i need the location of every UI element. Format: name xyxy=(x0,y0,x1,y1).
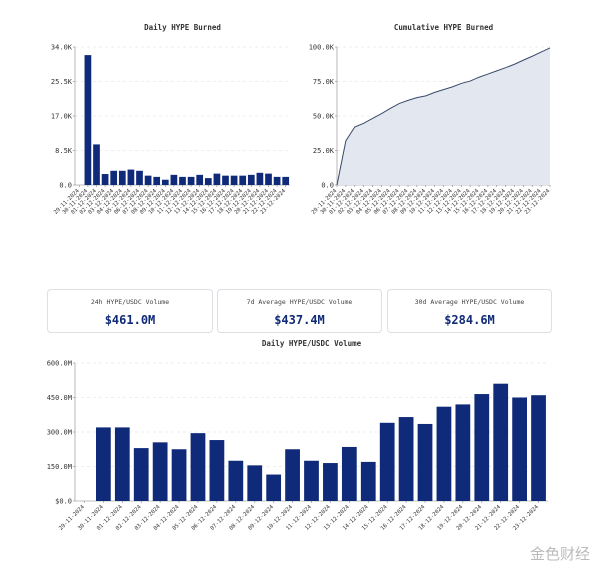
y-tick-label: 300.0M xyxy=(47,429,72,437)
bar xyxy=(136,170,143,185)
y-tick-label: 25.5K xyxy=(51,78,73,86)
bar xyxy=(455,404,471,501)
bar xyxy=(273,176,281,185)
bar xyxy=(266,474,282,501)
bar xyxy=(417,423,433,501)
stat-card: 30d Average HYPE/USDC Volume $284.6M xyxy=(387,289,552,333)
bar xyxy=(127,169,135,185)
bar xyxy=(101,174,109,185)
bar xyxy=(304,460,319,501)
y-tick-label: 0.0 xyxy=(59,182,72,190)
bar xyxy=(512,397,527,501)
bar xyxy=(360,461,376,501)
bar xyxy=(323,463,338,501)
bar xyxy=(379,422,395,501)
y-tick-label: 50.0K xyxy=(313,113,335,121)
bar xyxy=(230,175,238,185)
y-tick-label: 25.0K xyxy=(313,147,335,155)
bar xyxy=(110,170,118,185)
bar xyxy=(228,460,244,501)
y-tick-label: $0.0 xyxy=(55,498,72,506)
y-tick-label: 150.0M xyxy=(47,463,72,471)
y-tick-label: 100.0K xyxy=(309,44,335,52)
bar xyxy=(133,448,149,501)
y-tick-label: 34.0K xyxy=(51,44,73,52)
bar xyxy=(247,174,255,185)
y-tick-label: 600.0M xyxy=(47,360,72,368)
line xyxy=(336,47,551,186)
bar xyxy=(161,179,169,185)
stat-label: 24h HYPE/USDC Volume xyxy=(90,298,170,306)
chart-title: Cumulative HYPE Burned xyxy=(394,23,493,32)
stat-value: $284.6M xyxy=(444,313,495,327)
bar xyxy=(84,55,92,185)
bar xyxy=(190,433,206,501)
bar xyxy=(152,442,168,501)
bar xyxy=(144,175,152,185)
y-tick-label: 17.0K xyxy=(51,113,73,121)
bar xyxy=(341,446,357,501)
bar xyxy=(179,176,186,185)
chart-title: Daily HYPE Burned xyxy=(144,23,221,32)
y-tick-label: 0.0 xyxy=(321,182,334,190)
bar xyxy=(282,176,290,185)
stat-label: 30d Average HYPE/USDC Volume xyxy=(414,298,525,306)
bar xyxy=(531,395,546,501)
watermark: 金色财经 xyxy=(529,545,590,563)
stat-value: $461.0M xyxy=(104,313,156,327)
bar xyxy=(436,406,452,501)
stat-card: 7d Average HYPE/USDC Volume $437.4M xyxy=(217,289,382,333)
bar xyxy=(213,173,221,185)
bar xyxy=(204,178,212,185)
bar xyxy=(196,174,204,185)
bar xyxy=(398,417,414,501)
stat-card: 24h HYPE/USDC Volume $461.0M xyxy=(47,289,213,333)
y-tick-label: 450.0M xyxy=(47,394,72,402)
bar xyxy=(209,440,225,501)
bar xyxy=(118,170,126,185)
stat-label: 7d Average HYPE/USDC Volume xyxy=(246,298,353,306)
bar xyxy=(96,427,111,501)
bar xyxy=(265,173,272,185)
bar xyxy=(170,174,178,185)
bar xyxy=(493,383,509,501)
y-tick-label: 75.0K xyxy=(313,78,335,86)
chart-title: Daily HYPE/USDC Volume xyxy=(262,339,362,348)
bar xyxy=(247,465,263,501)
bar xyxy=(222,175,229,185)
bar xyxy=(474,394,490,501)
bar xyxy=(93,144,100,185)
bar xyxy=(285,449,300,501)
y-tick-label: 8.5K xyxy=(55,147,73,155)
bar xyxy=(239,175,247,185)
bar xyxy=(153,176,161,185)
bar xyxy=(171,449,187,501)
bar xyxy=(114,427,130,501)
bar xyxy=(256,172,264,185)
stat-value: $437.4M xyxy=(274,313,325,327)
bar xyxy=(187,176,195,185)
area xyxy=(337,47,550,185)
